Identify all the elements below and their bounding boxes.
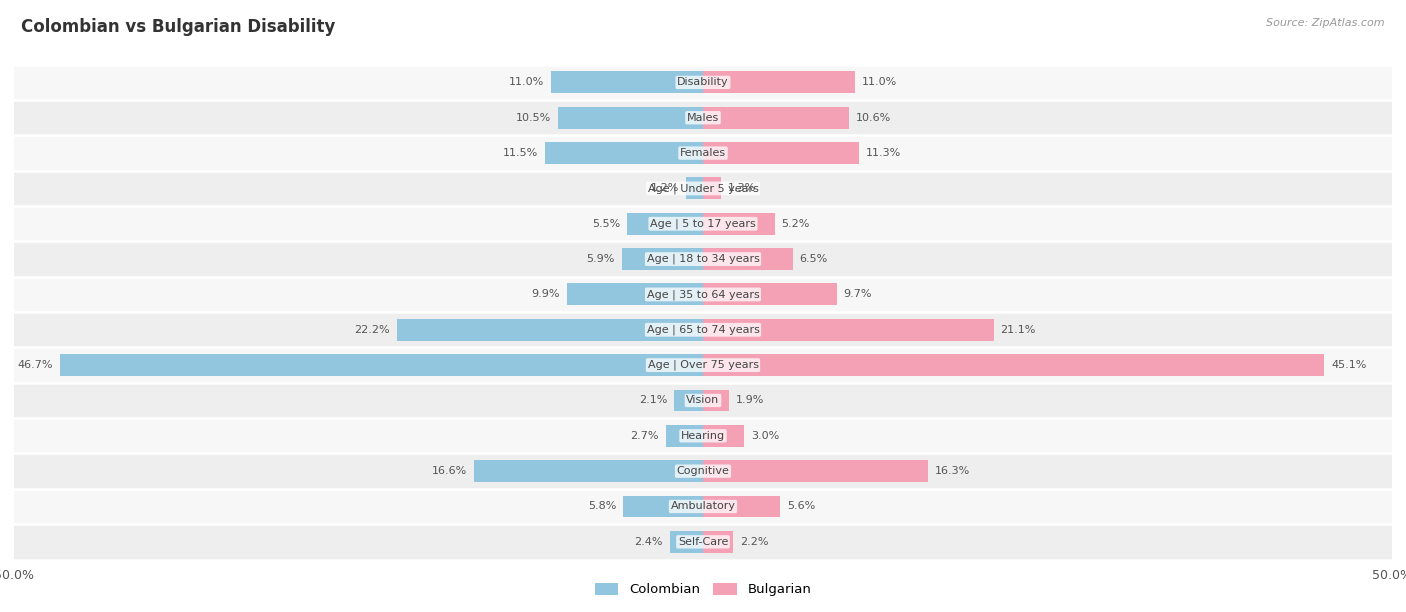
Text: Vision: Vision [686, 395, 720, 406]
Text: 5.9%: 5.9% [586, 254, 614, 264]
Bar [14, 312, 1392, 348]
Text: 9.9%: 9.9% [531, 289, 560, 299]
Text: 10.6%: 10.6% [856, 113, 891, 123]
Text: 2.2%: 2.2% [740, 537, 769, 547]
Text: Source: ZipAtlas.com: Source: ZipAtlas.com [1267, 18, 1385, 28]
Text: Females: Females [681, 148, 725, 158]
Text: Self-Care: Self-Care [678, 537, 728, 547]
Text: 11.0%: 11.0% [862, 77, 897, 88]
Bar [703, 213, 775, 235]
Bar [474, 460, 703, 482]
Bar [14, 206, 1392, 242]
Text: 6.5%: 6.5% [800, 254, 828, 264]
Bar [551, 72, 703, 94]
Text: 2.7%: 2.7% [630, 431, 659, 441]
Text: 10.5%: 10.5% [516, 113, 551, 123]
Text: Cognitive: Cognitive [676, 466, 730, 476]
Bar [703, 319, 994, 341]
Bar [14, 382, 1392, 418]
Bar [703, 354, 1324, 376]
Text: 1.9%: 1.9% [737, 395, 765, 406]
Bar [14, 135, 1392, 171]
Bar [544, 142, 703, 164]
Text: Colombian vs Bulgarian Disability: Colombian vs Bulgarian Disability [21, 18, 336, 36]
Bar [703, 460, 928, 482]
Text: 11.3%: 11.3% [866, 148, 901, 158]
Text: 46.7%: 46.7% [17, 360, 52, 370]
Text: 1.3%: 1.3% [728, 184, 756, 193]
Text: 1.2%: 1.2% [651, 184, 679, 193]
Text: 5.6%: 5.6% [787, 501, 815, 512]
Bar [627, 213, 703, 235]
Text: 2.4%: 2.4% [634, 537, 664, 547]
Bar [567, 283, 703, 305]
Text: 2.1%: 2.1% [638, 395, 668, 406]
Bar [703, 531, 734, 553]
Bar [59, 354, 703, 376]
Text: 22.2%: 22.2% [354, 325, 391, 335]
Bar [703, 283, 837, 305]
Bar [686, 177, 703, 200]
Bar [669, 531, 703, 553]
Text: 45.1%: 45.1% [1331, 360, 1367, 370]
Bar [703, 389, 730, 411]
Bar [558, 106, 703, 129]
Bar [703, 248, 793, 270]
Bar [14, 100, 1392, 135]
Bar [14, 171, 1392, 206]
Text: 21.1%: 21.1% [1001, 325, 1036, 335]
Legend: Colombian, Bulgarian: Colombian, Bulgarian [589, 578, 817, 602]
Text: Age | 35 to 64 years: Age | 35 to 64 years [647, 289, 759, 300]
Text: Ambulatory: Ambulatory [671, 501, 735, 512]
Text: Age | Over 75 years: Age | Over 75 years [648, 360, 758, 370]
Text: 11.5%: 11.5% [502, 148, 537, 158]
Bar [703, 72, 855, 94]
Bar [14, 453, 1392, 489]
Text: 5.5%: 5.5% [592, 218, 620, 229]
Text: Males: Males [688, 113, 718, 123]
Text: Age | 18 to 34 years: Age | 18 to 34 years [647, 254, 759, 264]
Text: 16.6%: 16.6% [432, 466, 467, 476]
Bar [14, 418, 1392, 453]
Bar [621, 248, 703, 270]
Text: Age | 65 to 74 years: Age | 65 to 74 years [647, 324, 759, 335]
Bar [14, 348, 1392, 382]
Bar [703, 106, 849, 129]
Bar [14, 277, 1392, 312]
Bar [673, 389, 703, 411]
Text: 9.7%: 9.7% [844, 289, 872, 299]
Bar [703, 142, 859, 164]
Text: 3.0%: 3.0% [751, 431, 779, 441]
Bar [666, 425, 703, 447]
Text: Hearing: Hearing [681, 431, 725, 441]
Bar [703, 425, 744, 447]
Bar [14, 242, 1392, 277]
Text: 11.0%: 11.0% [509, 77, 544, 88]
Text: 16.3%: 16.3% [935, 466, 970, 476]
Bar [14, 65, 1392, 100]
Bar [14, 524, 1392, 559]
Bar [703, 496, 780, 518]
Bar [623, 496, 703, 518]
Text: 5.2%: 5.2% [782, 218, 810, 229]
Text: Disability: Disability [678, 77, 728, 88]
Bar [703, 177, 721, 200]
Text: 5.8%: 5.8% [588, 501, 616, 512]
Text: Age | Under 5 years: Age | Under 5 years [648, 183, 758, 193]
Bar [14, 489, 1392, 524]
Text: Age | 5 to 17 years: Age | 5 to 17 years [650, 218, 756, 229]
Bar [396, 319, 703, 341]
